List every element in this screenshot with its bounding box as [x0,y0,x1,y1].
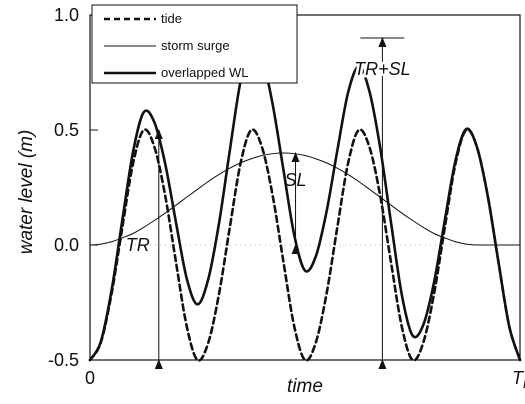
legend-label-storm-surge: storm surge [161,38,230,53]
legend-label-tide: tide [161,11,182,26]
y-tick-label-1: 0.0 [54,235,79,255]
y-axis-label: water level (m) [16,130,37,255]
x-tick-label-1: TD [512,368,525,391]
plot-frame [89,14,521,361]
annotation-label-tr-sl: TR+SL [354,59,411,79]
legend-item-overlapped-wl: overlapped WL [104,65,248,80]
y-tick-label-2: 0.5 [54,120,79,140]
legend-item-storm-surge: storm surge [104,38,230,53]
annotation-layer: TR SL TR+SL [126,37,413,369]
y-tick-label-3: 1.0 [54,5,79,25]
legend: tide storm surge overlapped WL [91,4,298,84]
axis-ticks: -0.5 0.0 0.5 1.0 0 TD [48,5,525,391]
annotation-label-sl: SL [285,170,307,190]
x-axis-label: time [287,376,323,397]
legend-item-tide: tide [104,11,182,26]
x-tick-label-0: 0 [85,368,95,388]
y-tick-label-0: -0.5 [48,350,79,370]
annotation-label-tr: TR [126,235,150,255]
legend-label-overlapped-wl: overlapped WL [161,65,248,80]
